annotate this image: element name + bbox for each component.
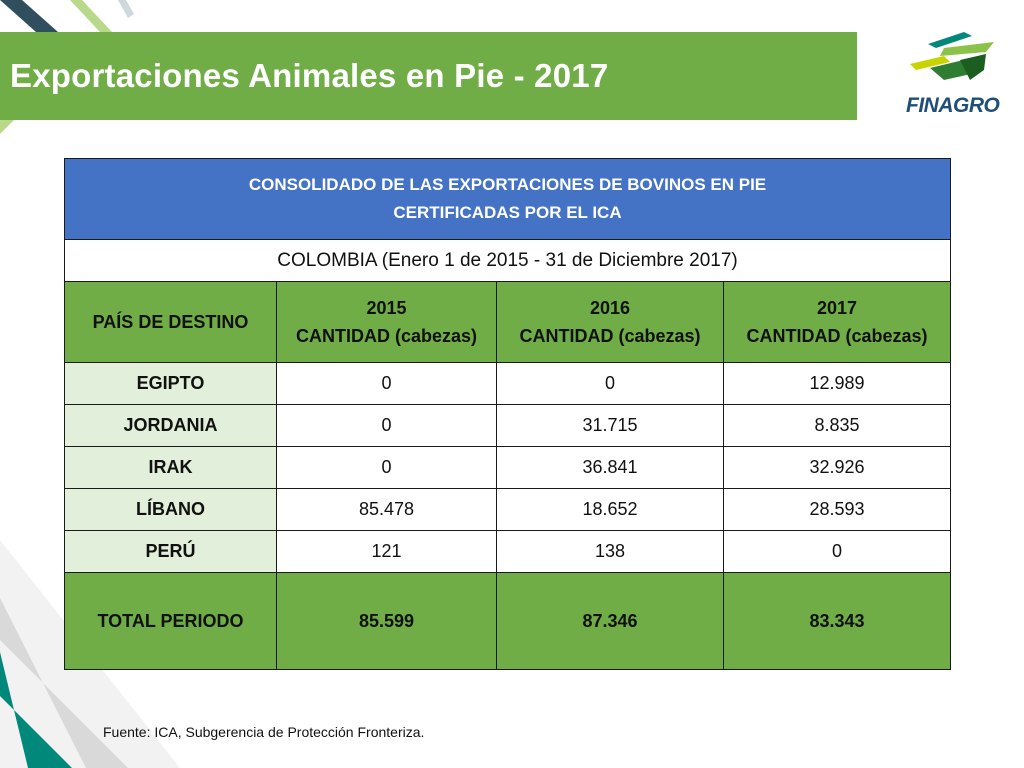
total-cell-2015: 85.599 bbox=[276, 572, 497, 670]
page-title: Exportaciones Animales en Pie - 2017 bbox=[10, 57, 609, 94]
value-cell-2015: 0 bbox=[276, 362, 497, 405]
total-cell-2017: 83.343 bbox=[723, 572, 951, 670]
column-header-unit: CANTIDAD (cabezas) bbox=[746, 326, 928, 346]
total-cell-2016: 87.346 bbox=[496, 572, 724, 670]
table-title-line2: CERTIFICADAS POR EL ICA bbox=[393, 203, 622, 222]
total-label: TOTAL PERIODO bbox=[64, 572, 277, 670]
value-cell-2015: 121 bbox=[276, 530, 497, 573]
country-cell: IRAK bbox=[64, 446, 277, 489]
source-note: Fuente: ICA, Subgerencia de Protección F… bbox=[103, 724, 425, 740]
value-cell-2016: 138 bbox=[496, 530, 724, 573]
column-header-year: 2015 bbox=[366, 298, 407, 318]
column-header-country: PAÍS DE DESTINO bbox=[64, 281, 277, 363]
value-cell-2015: 0 bbox=[276, 446, 497, 489]
value-cell-2016: 31.715 bbox=[496, 404, 724, 447]
column-header-unit: CANTIDAD (cabezas) bbox=[295, 326, 478, 346]
value-cell-2017: 32.926 bbox=[723, 446, 951, 489]
column-header-2016: 2016 CANTIDAD (cabezas) bbox=[496, 281, 724, 363]
value-cell-2017: 0 bbox=[723, 530, 951, 573]
country-cell: EGIPTO bbox=[64, 362, 277, 405]
country-cell: PERÚ bbox=[64, 530, 277, 573]
column-header-2015: 2015 CANTIDAD (cabezas) bbox=[276, 281, 497, 363]
value-cell-2015: 0 bbox=[276, 404, 497, 447]
table-title: CONSOLIDADO DE LAS EXPORTACIONES DE BOVI… bbox=[64, 158, 951, 240]
table-title-line1: CONSOLIDADO DE LAS EXPORTACIONES DE BOVI… bbox=[248, 175, 767, 194]
table-subheader-row: COLOMBIA (Enero 1 de 2015 - 31 de Diciem… bbox=[64, 239, 951, 282]
value-cell-2015: 85.478 bbox=[276, 488, 497, 531]
table-row: LÍBANO 85.478 18.652 28.593 bbox=[64, 488, 951, 531]
total-row: TOTAL PERIODO 85.599 87.346 83.343 bbox=[64, 572, 951, 670]
column-header-year: 2017 bbox=[816, 298, 858, 318]
exports-table: CONSOLIDADO DE LAS EXPORTACIONES DE BOVI… bbox=[64, 158, 951, 670]
country-cell: JORDANIA bbox=[64, 404, 277, 447]
value-cell-2017: 12.989 bbox=[723, 362, 951, 405]
table-row: PERÚ 121 138 0 bbox=[64, 530, 951, 573]
finagro-logo-text: FINAGRO bbox=[906, 94, 1000, 117]
table-title-row: CONSOLIDADO DE LAS EXPORTACIONES DE BOVI… bbox=[64, 158, 951, 240]
country-cell: LÍBANO bbox=[64, 488, 277, 531]
value-cell-2016: 0 bbox=[496, 362, 724, 405]
column-header-unit: CANTIDAD (cabezas) bbox=[519, 326, 701, 346]
table-row: EGIPTO 0 0 12.989 bbox=[64, 362, 951, 405]
title-bar: Exportaciones Animales en Pie - 2017 bbox=[0, 32, 857, 120]
column-header-label: PAÍS DE DESTINO bbox=[92, 312, 249, 332]
finagro-logo-icon bbox=[910, 32, 994, 80]
column-header-2017: 2017 CANTIDAD (cabezas) bbox=[723, 281, 951, 363]
value-cell-2017: 8.835 bbox=[723, 404, 951, 447]
table-row: IRAK 0 36.841 32.926 bbox=[64, 446, 951, 489]
column-header-year: 2016 bbox=[589, 298, 631, 318]
value-cell-2016: 36.841 bbox=[496, 446, 724, 489]
value-cell-2016: 18.652 bbox=[496, 488, 724, 531]
column-header-row: PAÍS DE DESTINO 2015 CANTIDAD (cabezas) … bbox=[64, 281, 951, 363]
table-subheader: COLOMBIA (Enero 1 de 2015 - 31 de Diciem… bbox=[64, 239, 951, 282]
table-row: JORDANIA 0 31.715 8.835 bbox=[64, 404, 951, 447]
value-cell-2017: 28.593 bbox=[723, 488, 951, 531]
